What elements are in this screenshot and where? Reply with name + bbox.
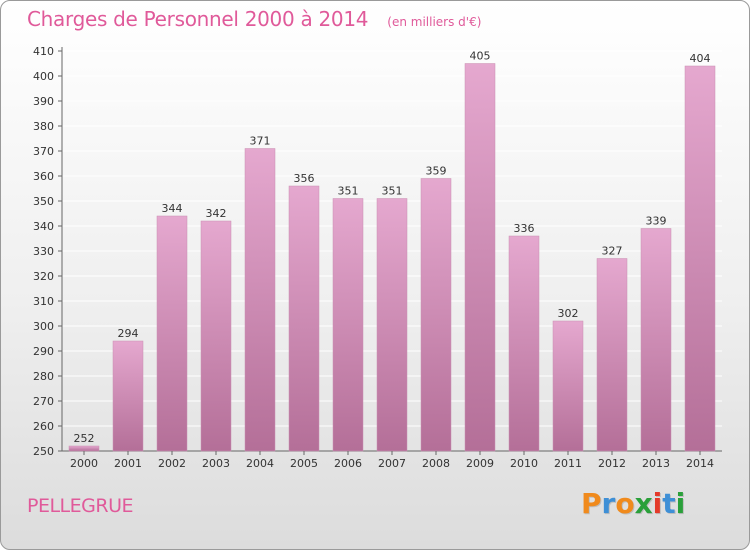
data-label-2010: 336 — [514, 222, 535, 235]
x-tick-label-2007: 2007 — [378, 457, 406, 470]
proxiti-logo: Proxiti — [581, 487, 685, 520]
bar-2006 — [332, 198, 364, 452]
bar-2010 — [508, 235, 540, 452]
x-tick-label-2002: 2002 — [158, 457, 186, 470]
y-tick-label: 260 — [33, 420, 54, 433]
x-tick-label-2011: 2011 — [554, 457, 582, 470]
y-tick-label: 250 — [33, 445, 54, 458]
data-label-2003: 342 — [206, 207, 227, 220]
y-tick-label: 290 — [33, 345, 54, 358]
x-tick-label-2010: 2010 — [510, 457, 538, 470]
x-tick-label-2000: 2000 — [70, 457, 98, 470]
data-label-2011: 302 — [558, 307, 579, 320]
commune-name: PELLEGRUE — [27, 495, 133, 517]
x-tick-label-2003: 2003 — [202, 457, 230, 470]
x-tick-label-2005: 2005 — [290, 457, 318, 470]
bar-2012 — [596, 258, 628, 452]
y-tick-label: 270 — [33, 395, 54, 408]
y-tick-label: 340 — [33, 220, 54, 233]
x-tick-label-2001: 2001 — [114, 457, 142, 470]
data-label-2000: 252 — [74, 432, 95, 445]
y-tick-label: 310 — [33, 295, 54, 308]
y-tick-label: 400 — [33, 70, 54, 83]
data-label-2005: 356 — [294, 172, 315, 185]
data-label-2008: 359 — [426, 165, 447, 178]
bar-2005 — [288, 185, 320, 452]
y-tick-label: 360 — [33, 170, 54, 183]
data-label-2004: 371 — [250, 135, 271, 148]
logo-letter: r — [601, 487, 616, 520]
logo-letter: P — [581, 487, 602, 520]
chart-title-block: Charges de Personnel 2000 à 2014 (en mil… — [27, 7, 481, 31]
bar-2014 — [684, 65, 716, 452]
bar-2001 — [112, 340, 144, 452]
logo-letter: t — [662, 487, 676, 520]
bar-2003 — [200, 220, 232, 452]
logo-letter: o — [615, 487, 635, 520]
x-tick-label-2013: 2013 — [642, 457, 670, 470]
chart-title: Charges de Personnel 2000 à 2014 — [27, 7, 369, 31]
bar-2000 — [68, 445, 100, 452]
y-tick-label: 330 — [33, 245, 54, 258]
data-label-2007: 351 — [382, 185, 403, 198]
data-label-2001: 294 — [118, 327, 139, 340]
chart-subtitle: (en milliers d'€) — [387, 15, 482, 29]
bar-2007 — [376, 198, 408, 452]
x-tick-label-2009: 2009 — [466, 457, 494, 470]
bar-2013 — [640, 228, 672, 452]
bar-2002 — [156, 215, 188, 452]
y-tick-label: 300 — [33, 320, 54, 333]
data-label-2009: 405 — [470, 50, 491, 63]
y-tick-label: 380 — [33, 120, 54, 133]
y-tick-label: 410 — [33, 45, 54, 58]
bar-2011 — [552, 320, 584, 452]
y-tick-label: 350 — [33, 195, 54, 208]
x-tick-label-2014: 2014 — [686, 457, 714, 470]
logo-letter: i — [675, 487, 686, 520]
x-tick-label-2008: 2008 — [422, 457, 450, 470]
y-tick-label: 280 — [33, 370, 54, 383]
y-tick-label: 370 — [33, 145, 54, 158]
data-label-2013: 339 — [646, 215, 667, 228]
logo-letter: i — [652, 487, 663, 520]
bar-2009 — [464, 63, 496, 452]
x-tick-label-2012: 2012 — [598, 457, 626, 470]
data-label-2014: 404 — [690, 52, 711, 65]
data-label-2002: 344 — [162, 202, 183, 215]
logo-letter: x — [634, 487, 653, 520]
x-tick-label-2006: 2006 — [334, 457, 362, 470]
bar-2004 — [244, 148, 276, 452]
x-tick-label-2004: 2004 — [246, 457, 274, 470]
data-label-2006: 351 — [338, 185, 359, 198]
data-label-2012: 327 — [602, 245, 623, 258]
y-tick-label: 390 — [33, 95, 54, 108]
bar-2008 — [420, 178, 452, 452]
y-tick-label: 320 — [33, 270, 54, 283]
